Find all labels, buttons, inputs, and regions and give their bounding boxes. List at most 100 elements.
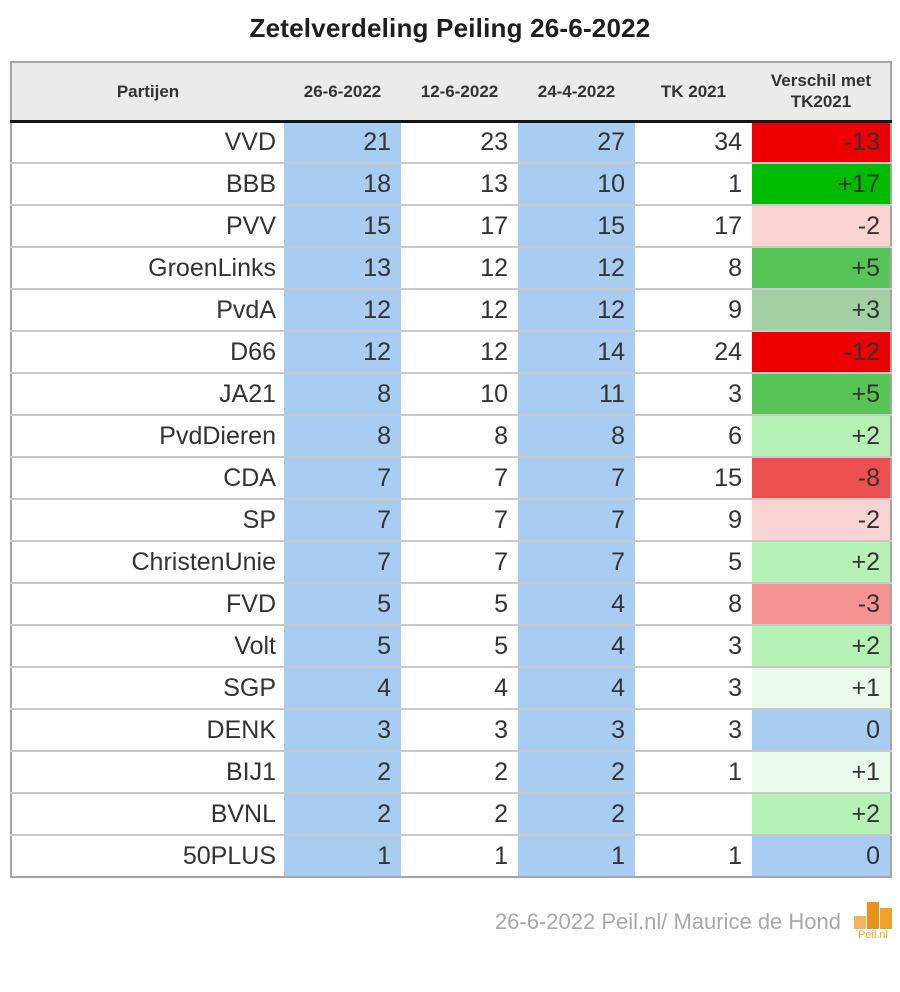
party-name-cell: GroenLinks bbox=[148, 253, 276, 282]
column-header-tk-2021: TK 2021 bbox=[635, 62, 752, 121]
seats-24-4-2022-cell: 4 bbox=[518, 667, 635, 709]
page-title: Zetelverdeling Peiling 26-6-2022 bbox=[249, 13, 651, 43]
seats-12-6-2022-cell: 2 bbox=[494, 757, 508, 786]
table-row: PvdDieren 8 8 8 6 +2 bbox=[11, 415, 891, 457]
party-name-cell: ChristenUnie bbox=[131, 547, 276, 576]
verschil-cell: +17 bbox=[752, 163, 891, 205]
seats-12-6-2022-cell: 12 bbox=[480, 295, 508, 324]
seats-26-6-2022-cell: 18 bbox=[284, 163, 401, 205]
logo-bar-tall bbox=[867, 902, 879, 929]
verschil-cell: -2 bbox=[752, 499, 891, 541]
credit-text: 26-6-2022 Peil.nl/ Maurice de Hond bbox=[494, 908, 841, 934]
party-name-cell: DENK bbox=[206, 715, 276, 744]
table-row: VVD 21 23 27 34 -13 bbox=[11, 121, 891, 163]
seats-12-6-2022-cell: 13 bbox=[480, 169, 508, 198]
seats-24-4-2022-cell: 12 bbox=[518, 247, 635, 289]
verschil-cell: +2 bbox=[752, 625, 891, 667]
seats-12-6-2022-cell: 23 bbox=[480, 127, 508, 156]
verschil-cell: 0 bbox=[752, 709, 891, 751]
verschil-cell: +3 bbox=[752, 289, 891, 331]
column-header-verschil: Verschil met TK2021 bbox=[752, 62, 891, 121]
party-name-cell: CDA bbox=[223, 463, 276, 492]
logo-label: Peil.nl bbox=[858, 929, 888, 941]
party-name-cell: D66 bbox=[230, 337, 276, 366]
seats-tk-2021-cell: 5 bbox=[728, 547, 742, 576]
seats-tk-2021-cell: 9 bbox=[728, 505, 742, 534]
party-name-cell: PvdA bbox=[216, 295, 276, 324]
seats-tk-2021-cell: 24 bbox=[714, 337, 742, 366]
seats-12-6-2022-cell: 1 bbox=[494, 841, 508, 870]
column-header-12-6-2022: 12-6-2022 bbox=[401, 62, 518, 121]
seats-tk-2021-cell: 1 bbox=[728, 169, 742, 198]
seats-26-6-2022-cell: 5 bbox=[284, 625, 401, 667]
seats-12-6-2022-cell: 7 bbox=[494, 463, 508, 492]
seats-26-6-2022-cell: 21 bbox=[284, 121, 401, 163]
seats-tk-2021-cell: 6 bbox=[728, 421, 742, 450]
seats-12-6-2022-cell: 4 bbox=[494, 673, 508, 702]
seats-24-4-2022-cell: 14 bbox=[518, 331, 635, 373]
party-name-cell: BBB bbox=[225, 169, 276, 198]
seats-24-4-2022-cell: 1 bbox=[518, 835, 635, 877]
verschil-cell: -3 bbox=[752, 583, 891, 625]
table-row: SGP 4 4 4 3 +1 bbox=[11, 667, 891, 709]
footer: 26-6-2022 Peil.nl/ Maurice de Hond Peil.… bbox=[0, 902, 900, 941]
seats-12-6-2022-cell: 2 bbox=[494, 799, 508, 828]
seats-12-6-2022-cell: 7 bbox=[494, 547, 508, 576]
table-row: CDA 7 7 7 15 -8 bbox=[11, 457, 891, 499]
seats-24-4-2022-cell: 7 bbox=[518, 457, 635, 499]
table-row: FVD 5 5 4 8 -3 bbox=[11, 583, 891, 625]
seats-tk-2021-cell: 1 bbox=[728, 841, 742, 870]
verschil-cell: +2 bbox=[752, 793, 891, 835]
seats-26-6-2022-cell: 7 bbox=[284, 499, 401, 541]
seats-12-6-2022-cell: 8 bbox=[494, 421, 508, 450]
seats-tk-2021-cell bbox=[635, 793, 752, 835]
column-header-partijen: Partijen bbox=[11, 62, 284, 121]
seats-24-4-2022-cell: 4 bbox=[518, 583, 635, 625]
seats-26-6-2022-cell: 1 bbox=[284, 835, 401, 877]
party-name-cell: SP bbox=[242, 505, 276, 534]
seats-26-6-2022-cell: 12 bbox=[284, 331, 401, 373]
seats-24-4-2022-cell: 2 bbox=[518, 793, 635, 835]
seats-tk-2021-cell: 8 bbox=[728, 253, 742, 282]
poll-table-container: Partijen 26-6-2022 12-6-2022 24-4-2022 T… bbox=[10, 61, 892, 878]
seats-26-6-2022-cell: 7 bbox=[284, 457, 401, 499]
table-header: Partijen 26-6-2022 12-6-2022 24-4-2022 T… bbox=[11, 62, 891, 121]
table-row: JA21 8 10 11 3 +5 bbox=[11, 373, 891, 415]
table-row: GroenLinks 13 12 12 8 +5 bbox=[11, 247, 891, 289]
table-row: DENK 3 3 3 3 0 bbox=[11, 709, 891, 751]
seats-26-6-2022-cell: 3 bbox=[284, 709, 401, 751]
seats-24-4-2022-cell: 10 bbox=[518, 163, 635, 205]
party-name-cell: PvdDieren bbox=[159, 421, 276, 450]
column-header-26-6-2022: 26-6-2022 bbox=[284, 62, 401, 121]
seats-24-4-2022-cell: 3 bbox=[518, 709, 635, 751]
seats-26-6-2022-cell: 4 bbox=[284, 667, 401, 709]
party-name-cell: PVV bbox=[225, 211, 276, 240]
verschil-cell: -8 bbox=[752, 457, 891, 499]
verschil-cell: +2 bbox=[752, 541, 891, 583]
party-name-cell: FVD bbox=[226, 589, 276, 618]
seats-tk-2021-cell: 1 bbox=[728, 757, 742, 786]
header-row: Partijen 26-6-2022 12-6-2022 24-4-2022 T… bbox=[11, 62, 891, 121]
seats-12-6-2022-cell: 7 bbox=[494, 505, 508, 534]
seats-12-6-2022-cell: 5 bbox=[494, 631, 508, 660]
seats-26-6-2022-cell: 8 bbox=[284, 415, 401, 457]
table-row: BBB 18 13 10 1 +17 bbox=[11, 163, 891, 205]
seats-24-4-2022-cell: 27 bbox=[518, 121, 635, 163]
peil-nl-logo: Peil.nl bbox=[854, 902, 892, 941]
table-row: PVV 15 17 15 17 -2 bbox=[11, 205, 891, 247]
seats-26-6-2022-cell: 7 bbox=[284, 541, 401, 583]
table-row: Volt 5 5 4 3 +2 bbox=[11, 625, 891, 667]
seats-12-6-2022-cell: 5 bbox=[494, 589, 508, 618]
seats-24-4-2022-cell: 7 bbox=[518, 499, 635, 541]
seats-24-4-2022-cell: 4 bbox=[518, 625, 635, 667]
poll-table: Partijen 26-6-2022 12-6-2022 24-4-2022 T… bbox=[10, 61, 892, 878]
seats-12-6-2022-cell: 12 bbox=[480, 253, 508, 282]
seats-tk-2021-cell: 9 bbox=[728, 295, 742, 324]
table-row: PvdA 12 12 12 9 +3 bbox=[11, 289, 891, 331]
seats-12-6-2022-cell: 10 bbox=[480, 379, 508, 408]
party-name-cell: JA21 bbox=[219, 379, 276, 408]
seats-26-6-2022-cell: 8 bbox=[284, 373, 401, 415]
verschil-cell: -2 bbox=[752, 205, 891, 247]
seats-24-4-2022-cell: 7 bbox=[518, 541, 635, 583]
seats-26-6-2022-cell: 12 bbox=[284, 289, 401, 331]
